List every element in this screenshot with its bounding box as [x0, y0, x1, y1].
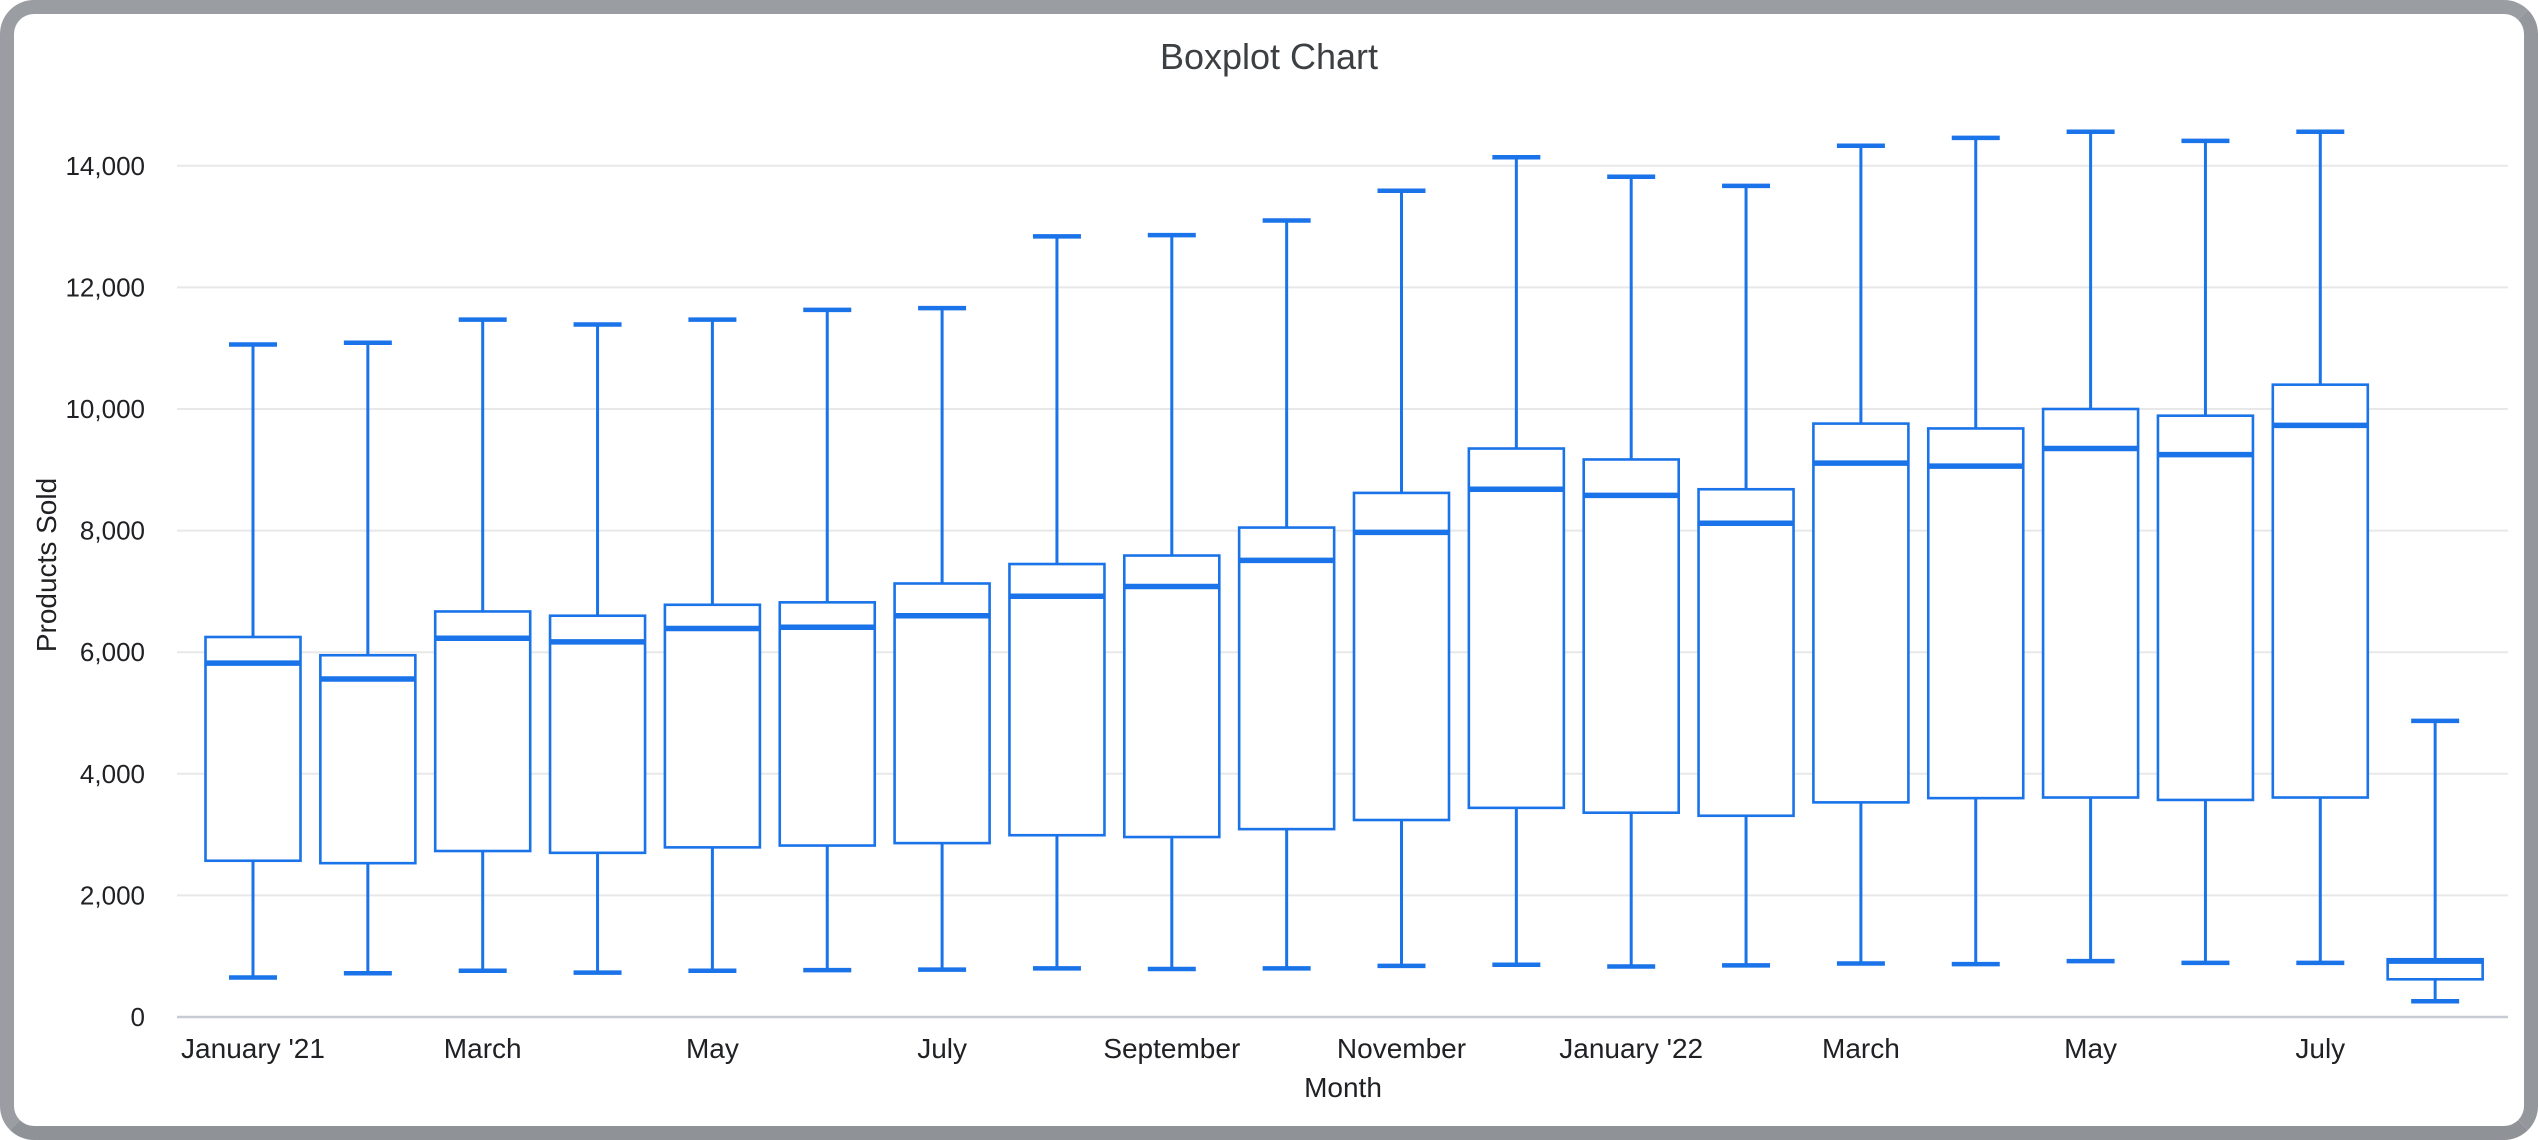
x-tick-label: May	[2064, 1033, 2117, 1064]
iqr-box	[1697, 487, 1795, 818]
y-tick-label: 10,000	[65, 394, 145, 424]
boxplot-may-22[interactable]	[2041, 129, 2140, 964]
y-tick-label: 6,000	[80, 637, 145, 667]
iqr-box	[2156, 414, 2255, 802]
boxplot-january-22[interactable]	[1582, 174, 1680, 969]
boxplot-may-21[interactable]	[663, 317, 762, 974]
boxplot-october-21[interactable]	[1237, 218, 1336, 971]
iqr-box	[319, 653, 417, 865]
iqr-box	[893, 582, 991, 845]
iqr-box	[1926, 427, 2025, 800]
boxplot-august-21[interactable]	[1008, 234, 1106, 971]
boxplot-july-21[interactable]	[893, 305, 991, 972]
boxplot-march-22[interactable]	[1812, 143, 1910, 966]
boxplot-december-21[interactable]	[1467, 155, 1566, 967]
x-tick-label: May	[686, 1033, 739, 1064]
iqr-box	[1467, 447, 1566, 810]
iqr-box	[2271, 383, 2370, 799]
x-tick-label: January '22	[1559, 1033, 1703, 1064]
y-tick-label: 0	[131, 1002, 145, 1032]
x-tick-label: September	[1103, 1033, 1240, 1064]
iqr-box	[204, 635, 302, 863]
iqr-box	[778, 601, 877, 847]
boxplot-february-22[interactable]	[1697, 183, 1795, 968]
boxplot-april-21[interactable]	[548, 322, 647, 975]
iqr-box	[548, 614, 647, 855]
y-tick-label: 2,000	[80, 880, 145, 910]
x-tick-label: January '21	[181, 1033, 325, 1064]
x-tick-label: July	[2295, 1033, 2345, 1064]
y-axis-title: Products Sold	[31, 477, 62, 653]
x-axis-title: Month	[1304, 1072, 1382, 1103]
iqr-box	[1123, 554, 1221, 839]
boxplot-march-21[interactable]	[433, 317, 532, 974]
x-tick-label: March	[1822, 1033, 1900, 1064]
boxplot-february-21[interactable]	[319, 340, 417, 976]
iqr-box	[2041, 407, 2140, 799]
boxplot-july-22[interactable]	[2271, 129, 2370, 966]
boxplot-august-22[interactable]	[2386, 718, 2484, 1004]
y-tick-label: 12,000	[65, 272, 145, 302]
boxplot-june-21[interactable]	[778, 307, 877, 973]
x-tick-label: March	[444, 1033, 522, 1064]
boxplot-june-22[interactable]	[2156, 138, 2255, 966]
iqr-box	[1352, 491, 1451, 822]
iqr-box	[1008, 562, 1106, 837]
iqr-box	[1582, 458, 1680, 815]
boxplot-april-22[interactable]	[1926, 135, 2025, 967]
y-tick-label: 14,000	[65, 151, 145, 181]
y-tick-label: 4,000	[80, 759, 145, 789]
iqr-box	[1812, 422, 1910, 804]
iqr-box	[663, 603, 762, 849]
x-tick-label: July	[917, 1033, 967, 1064]
boxplot-january-21[interactable]	[204, 342, 302, 980]
y-tick-label: 8,000	[80, 516, 145, 546]
iqr-box	[1237, 526, 1336, 831]
boxplot-september-21[interactable]	[1123, 232, 1221, 972]
boxplot-november-21[interactable]	[1352, 188, 1451, 969]
iqr-box	[433, 610, 532, 853]
x-tick-label: November	[1337, 1033, 1466, 1064]
chart-title: Boxplot Chart	[1159, 36, 1379, 77]
